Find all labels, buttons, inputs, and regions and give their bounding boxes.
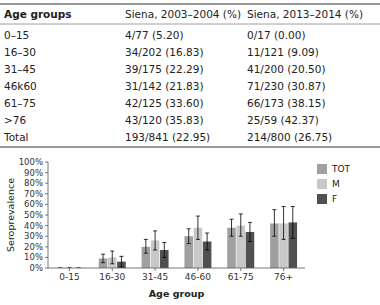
table-rule xyxy=(0,147,380,148)
error-bar xyxy=(196,216,200,239)
y-tick-label: 80% xyxy=(24,178,43,188)
y-tick xyxy=(45,172,48,173)
y-tick xyxy=(45,246,48,247)
error-bar xyxy=(248,222,252,241)
legend-label: F xyxy=(332,194,337,204)
table-cell: 31/142 (21.83) xyxy=(125,80,204,92)
table-cell: 214/800 (26.75) xyxy=(247,131,332,143)
table-cell: 39/175 (22.29) xyxy=(125,63,204,75)
error-bar xyxy=(291,207,295,239)
x-tick xyxy=(155,268,156,271)
y-tick xyxy=(45,215,48,216)
y-tick-label: 100% xyxy=(19,157,43,167)
error-bar xyxy=(110,251,114,264)
error-bar xyxy=(239,214,243,236)
legend-swatch xyxy=(317,194,327,204)
table-cell: 43/120 (35.83) xyxy=(125,114,204,126)
table-rule xyxy=(0,4,380,5)
legend: TOT MF xyxy=(317,164,351,204)
x-tick-label: 61-75 xyxy=(228,272,254,282)
table-cell: 66/173 (38.15) xyxy=(247,97,326,109)
table-cell: 34/202 (16.83) xyxy=(125,46,204,58)
table-cell: 71/230 (30.87) xyxy=(247,80,326,92)
x-tick xyxy=(197,268,198,271)
y-tick-label: 10% xyxy=(24,252,43,262)
error-bar xyxy=(187,229,191,244)
y-tick xyxy=(45,236,48,237)
x-tick xyxy=(112,268,113,271)
table-header: Siena, 2003–2004 (%) xyxy=(125,8,241,20)
y-tick xyxy=(45,257,48,258)
table-cell: 4/77 (5.20) xyxy=(125,29,184,41)
table-cell: 42/125 (33.60) xyxy=(125,97,204,109)
y-tick xyxy=(45,193,48,194)
y-tick-label: 90% xyxy=(24,168,43,178)
y-tick-label: 40% xyxy=(24,221,43,231)
x-tick-label: 76+ xyxy=(274,272,293,282)
table-cell: 11/121 (9.09) xyxy=(247,46,319,58)
x-tick-label: 31-45 xyxy=(142,272,168,282)
table-cell: 41/200 (20.50) xyxy=(247,63,326,75)
error-bar xyxy=(162,243,166,258)
error-bar xyxy=(272,210,276,237)
legend-label: M xyxy=(332,179,340,189)
y-tick xyxy=(45,204,48,205)
x-axis xyxy=(48,268,305,269)
table-header: Siena, 2013–2014 (%) xyxy=(247,8,363,20)
y-axis xyxy=(48,162,49,268)
x-tick-label: 16-30 xyxy=(99,272,125,282)
plot-area xyxy=(58,207,297,268)
y-tick-label: 0% xyxy=(30,263,44,273)
table-cell: 46k60 xyxy=(4,80,37,92)
x-tick-label: 0-15 xyxy=(59,272,79,282)
x-axis-label: Age group xyxy=(149,288,205,299)
figure: Age groups Siena, 2003–2004 (%) Siena, 201… xyxy=(0,0,380,305)
chart-root: Age groups Siena, 2003–2004 (%) Siena, 201… xyxy=(0,0,380,305)
y-tick xyxy=(45,162,48,163)
table: Age groups Siena, 2003–2004 (%) Siena, 201… xyxy=(0,4,380,147)
y-axis-label: Seroprevalence xyxy=(5,178,16,252)
table-cell: Total xyxy=(3,131,29,143)
table-cell: 61–75 xyxy=(4,97,36,109)
error-bar xyxy=(101,254,105,262)
x-tick xyxy=(283,268,284,271)
y-tick xyxy=(45,183,48,184)
table-cell: >76 xyxy=(4,114,26,126)
table-rule xyxy=(0,24,380,25)
legend-label: TOT xyxy=(331,164,351,174)
x-tick xyxy=(69,268,70,271)
error-bar xyxy=(282,207,286,240)
table-header: Age groups xyxy=(4,8,72,20)
table-cell: 16–30 xyxy=(4,46,36,58)
y-tick xyxy=(45,268,48,269)
y-tick-label: 50% xyxy=(24,210,43,220)
x-tick xyxy=(240,268,241,271)
error-bar xyxy=(153,231,157,250)
y-tick-label: 70% xyxy=(24,189,43,199)
y-tick-label: 20% xyxy=(24,242,43,252)
y-tick xyxy=(45,225,48,226)
table-cell: 0–15 xyxy=(4,29,29,41)
x-tick-label: 46-60 xyxy=(185,272,211,282)
legend-swatch xyxy=(317,164,327,174)
table-cell: 0/17 (0.00) xyxy=(247,29,306,41)
error-bar xyxy=(205,233,209,250)
error-bar xyxy=(119,256,123,267)
y-tick-label: 30% xyxy=(24,231,43,241)
table-cell: 25/59 (42.37) xyxy=(247,114,319,126)
table-cell: 31–45 xyxy=(4,63,36,75)
error-bar xyxy=(230,219,234,236)
legend-swatch xyxy=(317,179,327,189)
bar-chart: 0%10%20%30%40%50%60%70%80%90%100% 0-15 16-… xyxy=(5,157,351,299)
table-cell: 193/841 (22.95) xyxy=(125,131,210,143)
y-tick-label: 60% xyxy=(24,199,43,209)
error-bar xyxy=(144,239,148,253)
